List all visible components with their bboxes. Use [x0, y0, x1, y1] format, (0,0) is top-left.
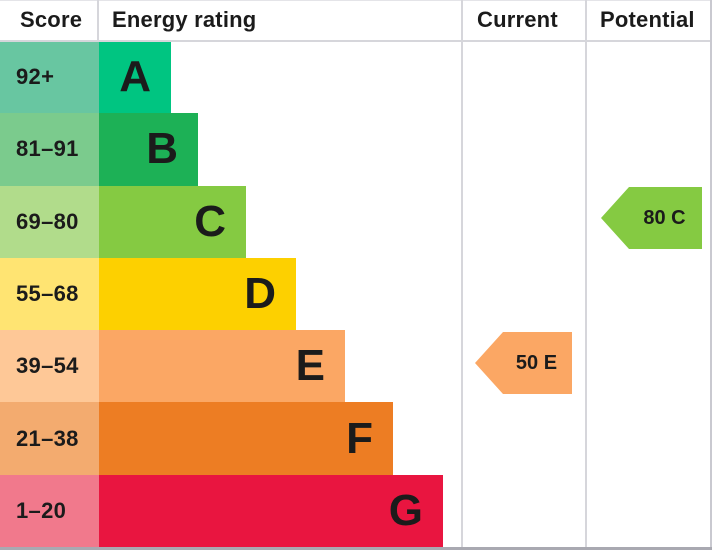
- border-bottom: [0, 547, 712, 550]
- column-header-score: Score: [20, 7, 83, 32]
- potential-rating-label: 80 C: [643, 206, 686, 229]
- score-range-d: 55–68: [0, 257, 99, 331]
- rating-row-a: 92+ A: [0, 41, 712, 114]
- rating-band-b: B: [99, 113, 198, 186]
- divider-score-column: [97, 0, 99, 40]
- divider-current-column: [461, 0, 463, 547]
- column-header-potential: Potential: [600, 7, 695, 32]
- score-range-b: 81–91: [0, 113, 99, 186]
- header-underline: [0, 40, 712, 42]
- border-right: [710, 0, 712, 550]
- column-header-energy-rating: Energy rating: [112, 7, 257, 32]
- rating-rows: 92+ A 81–91 B 69–80 C 55–68 D 39–54 E 21…: [0, 41, 712, 547]
- rating-band-f: F: [99, 402, 393, 475]
- rating-band-a: A: [99, 41, 171, 114]
- rating-row-e: 39–54 E: [0, 330, 712, 403]
- column-header-current: Current: [477, 7, 558, 32]
- rating-row-g: 1–20 G: [0, 474, 712, 547]
- score-range-c: 69–80: [0, 185, 99, 258]
- score-range-a: 92+: [0, 41, 99, 114]
- rating-band-d: D: [99, 257, 296, 331]
- rating-band-g: G: [99, 474, 443, 547]
- score-range-e: 39–54: [0, 330, 99, 403]
- rating-row-b: 81–91 B: [0, 113, 712, 186]
- score-range-g: 1–20: [0, 474, 99, 547]
- divider-potential-column: [585, 0, 587, 547]
- rating-row-c: 69–80 C: [0, 185, 712, 258]
- border-top: [0, 0, 712, 1]
- current-rating-label: 50 E: [515, 351, 558, 374]
- rating-band-e: E: [99, 330, 345, 403]
- rating-row-f: 21–38 F: [0, 402, 712, 475]
- rating-row-d: 55–68 D: [0, 257, 712, 331]
- score-range-f: 21–38: [0, 402, 99, 475]
- rating-band-c: C: [99, 185, 246, 258]
